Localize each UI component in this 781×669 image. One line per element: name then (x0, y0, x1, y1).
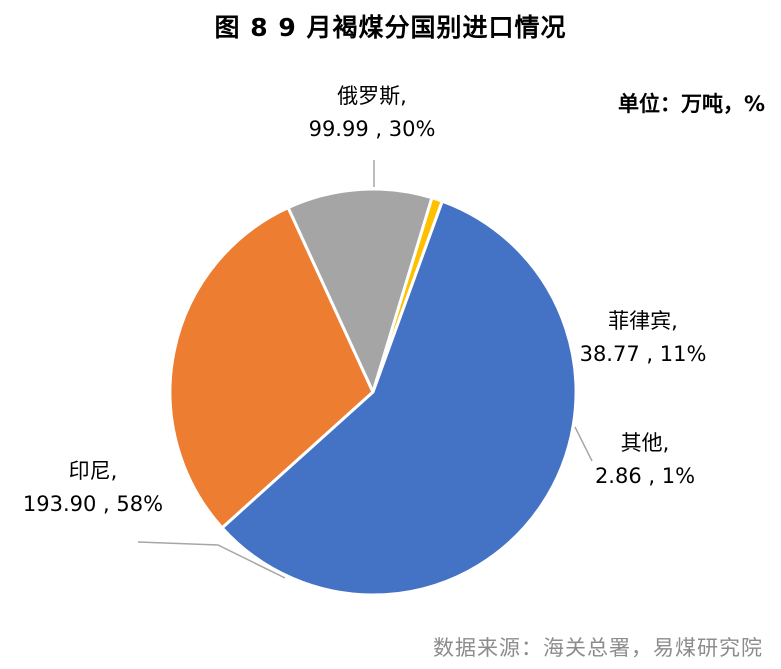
slice-label-name-3: 其他, (621, 431, 670, 455)
slice-label-value-0: 193.90 , 58% (23, 492, 163, 516)
slice-label-value-2: 38.77 , 11% (580, 342, 707, 366)
source-note: 数据来源：海关总署，易煤研究院 (433, 636, 763, 660)
slice-label-value-1: 99.99 , 30% (309, 117, 436, 141)
unit-note: 单位：万吨，% (617, 92, 765, 116)
slice-label-name-1: 俄罗斯, (337, 84, 407, 108)
chart-title: 图 8 9 月褐煤分国别进口情况 (214, 13, 567, 42)
pie-slice-0 (220, 199, 578, 597)
leader-line-0 (137, 541, 286, 579)
leader-line-3 (574, 426, 593, 462)
pie-slice-1 (168, 205, 375, 530)
pie-slice-2 (286, 187, 434, 397)
slice-label-name-2: 菲律宾, (608, 309, 678, 333)
slice-label-name-0: 印尼, (69, 459, 118, 483)
slice-label-value-3: 2.86 , 1% (595, 464, 695, 488)
